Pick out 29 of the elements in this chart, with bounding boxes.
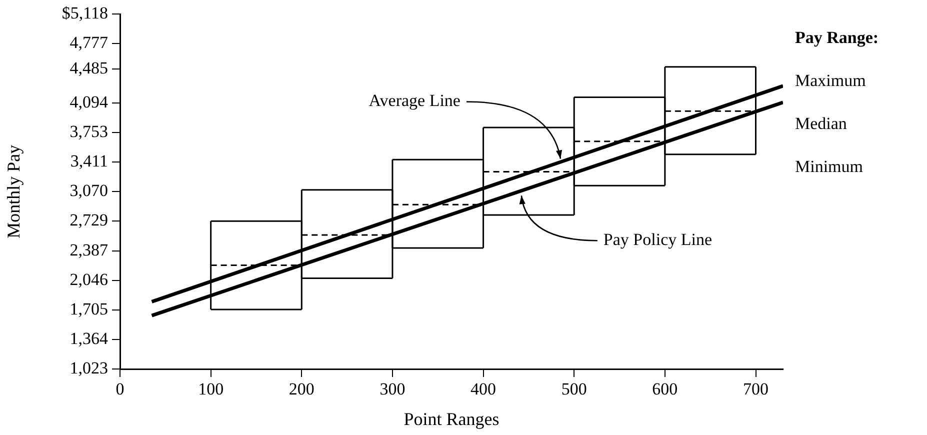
y-tick-label: 1,705: [70, 299, 108, 318]
x-tick-label: 700: [743, 380, 769, 399]
y-tick-label: 1,364: [70, 328, 108, 348]
x-tick-label: 200: [288, 380, 314, 399]
x-tick-label: 300: [380, 380, 406, 399]
y-tick-label: 3,411: [70, 152, 108, 171]
y-tick-label: 2,387: [70, 240, 108, 260]
annotation: Average Line: [368, 91, 460, 110]
y-axis-title: Monthly Pay: [4, 144, 24, 238]
y-tick-label: 4,777: [70, 33, 108, 52]
annotation: Pay Policy Line: [603, 230, 712, 250]
text: Maximum: [795, 70, 867, 92]
legend-title: Pay Range:: [795, 27, 879, 49]
y-tick-label: 4,485: [70, 58, 108, 78]
x-tick-label: 400: [470, 380, 496, 399]
y-tick-label: $5,118: [62, 4, 108, 23]
y-tick-label: 2,046: [70, 270, 108, 289]
y-tick-label: 3,753: [70, 122, 108, 141]
y-tick-label: 2,729: [70, 210, 108, 230]
x-axis-title: Point Ranges: [404, 408, 500, 429]
text: Median: [795, 113, 848, 135]
y-tick-label: 4,094: [70, 92, 108, 112]
x-tick-label: 0: [116, 380, 124, 399]
x-tick-label: 100: [198, 380, 224, 399]
text: Minimum: [795, 156, 864, 178]
x-tick-label: 600: [652, 380, 678, 399]
y-tick-label: 1,023: [70, 358, 108, 378]
x-tick-label: 500: [561, 380, 587, 399]
y-tick-label: 3,070: [70, 181, 108, 200]
